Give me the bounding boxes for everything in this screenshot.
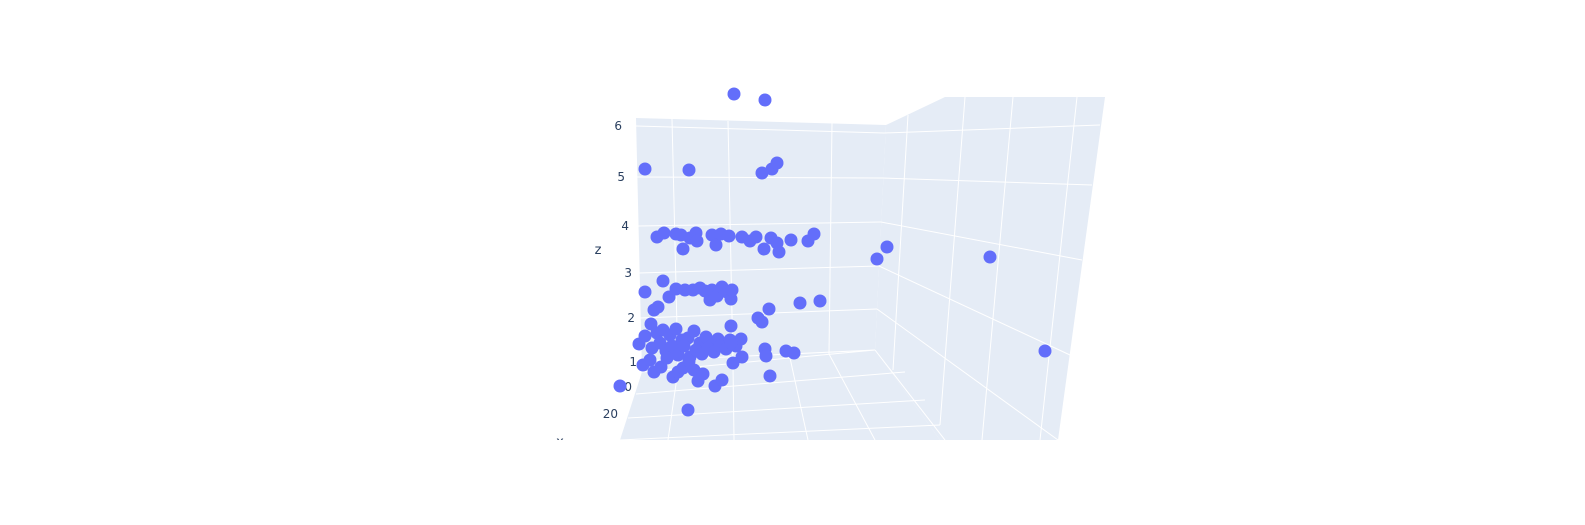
scatter-point[interactable]: [787, 346, 801, 360]
scatter-point[interactable]: [784, 233, 798, 247]
scatter-point[interactable]: [722, 229, 736, 243]
scatter-point[interactable]: [757, 242, 771, 256]
scatter-point[interactable]: [656, 274, 670, 288]
grid-line: [880, 221, 1083, 261]
grid-line: [878, 265, 1071, 356]
grid-line: [732, 363, 735, 440]
scatter-point[interactable]: [638, 162, 652, 176]
grid-line: [874, 349, 946, 440]
scatter-point[interactable]: [772, 245, 786, 259]
grid-line: [828, 122, 833, 355]
scatter-point[interactable]: [793, 296, 807, 310]
scatter-point[interactable]: [660, 351, 674, 365]
grid-line: [635, 371, 906, 395]
scatter-point[interactable]: [638, 329, 652, 343]
scatter-point[interactable]: [657, 226, 671, 240]
z-tick-label: 1: [629, 355, 637, 369]
z-tick-label: 3: [624, 266, 632, 280]
z-tick-label: 5: [617, 170, 625, 184]
scatter-point[interactable]: [727, 87, 741, 101]
grid-line: [638, 265, 880, 274]
scatter-point[interactable]: [813, 294, 827, 308]
scatter-trace[interactable]: [613, 87, 1052, 417]
z-tick-label: 0: [624, 380, 632, 394]
scatter-point[interactable]: [724, 336, 738, 350]
side-wall: [875, 97, 1105, 440]
scatter-point[interactable]: [696, 367, 710, 381]
z-tick-label: 2: [627, 311, 635, 325]
scatter-point[interactable]: [755, 315, 769, 329]
scatter-point[interactable]: [677, 339, 691, 353]
scatter-point[interactable]: [726, 356, 740, 370]
grid-line: [981, 97, 1014, 440]
scatter-point[interactable]: [807, 227, 821, 241]
scatter-point[interactable]: [651, 300, 665, 314]
grid-line: [939, 97, 966, 426]
grid-line: [1039, 97, 1078, 440]
scatter-point[interactable]: [725, 283, 739, 297]
scatter-point[interactable]: [613, 379, 627, 393]
x-axis-title: x: [556, 435, 564, 450]
x-tick-label: 20: [603, 407, 618, 421]
grid-line: [789, 357, 809, 440]
scatter-point[interactable]: [880, 240, 894, 254]
scatter-point[interactable]: [758, 93, 772, 107]
scatter-point[interactable]: [715, 373, 729, 387]
grid-line: [881, 177, 1093, 186]
scatter-point[interactable]: [638, 285, 652, 299]
grid-line: [635, 125, 885, 134]
scatter-point[interactable]: [687, 324, 701, 338]
grid-line: [883, 124, 1101, 134]
grid-line: [892, 114, 909, 371]
scatter-point[interactable]: [762, 302, 776, 316]
scatter-point[interactable]: [676, 242, 690, 256]
grid-line: [619, 424, 941, 440]
scatter-point[interactable]: [1038, 344, 1052, 358]
scatter-point[interactable]: [724, 319, 738, 333]
scatter-point[interactable]: [681, 403, 695, 417]
scatter-point[interactable]: [755, 166, 769, 180]
scatter-point[interactable]: [759, 349, 773, 363]
z-tick-label: 6: [614, 119, 622, 133]
scatter-point[interactable]: [682, 163, 696, 177]
scene-panes: [619, 97, 1105, 440]
scatter-point[interactable]: [643, 353, 657, 367]
scatter-point[interactable]: [734, 332, 748, 346]
grid-line: [627, 399, 926, 419]
scatter-point[interactable]: [763, 369, 777, 383]
grid-line: [637, 221, 882, 227]
z-axis-ticks: 6 5 4 3 2 1 0: [614, 119, 637, 394]
scatter-point[interactable]: [690, 234, 704, 248]
scatter-point[interactable]: [709, 238, 723, 252]
scatter-point[interactable]: [870, 252, 884, 266]
scatter-point[interactable]: [669, 322, 683, 336]
grid-line: [876, 308, 1059, 440]
z-axis-title: z: [595, 243, 602, 258]
scatter-point[interactable]: [749, 230, 763, 244]
scatter-point[interactable]: [983, 250, 997, 264]
scatter-point[interactable]: [770, 156, 784, 170]
z-tick-label: 4: [621, 219, 629, 233]
grid-line: [828, 353, 876, 440]
